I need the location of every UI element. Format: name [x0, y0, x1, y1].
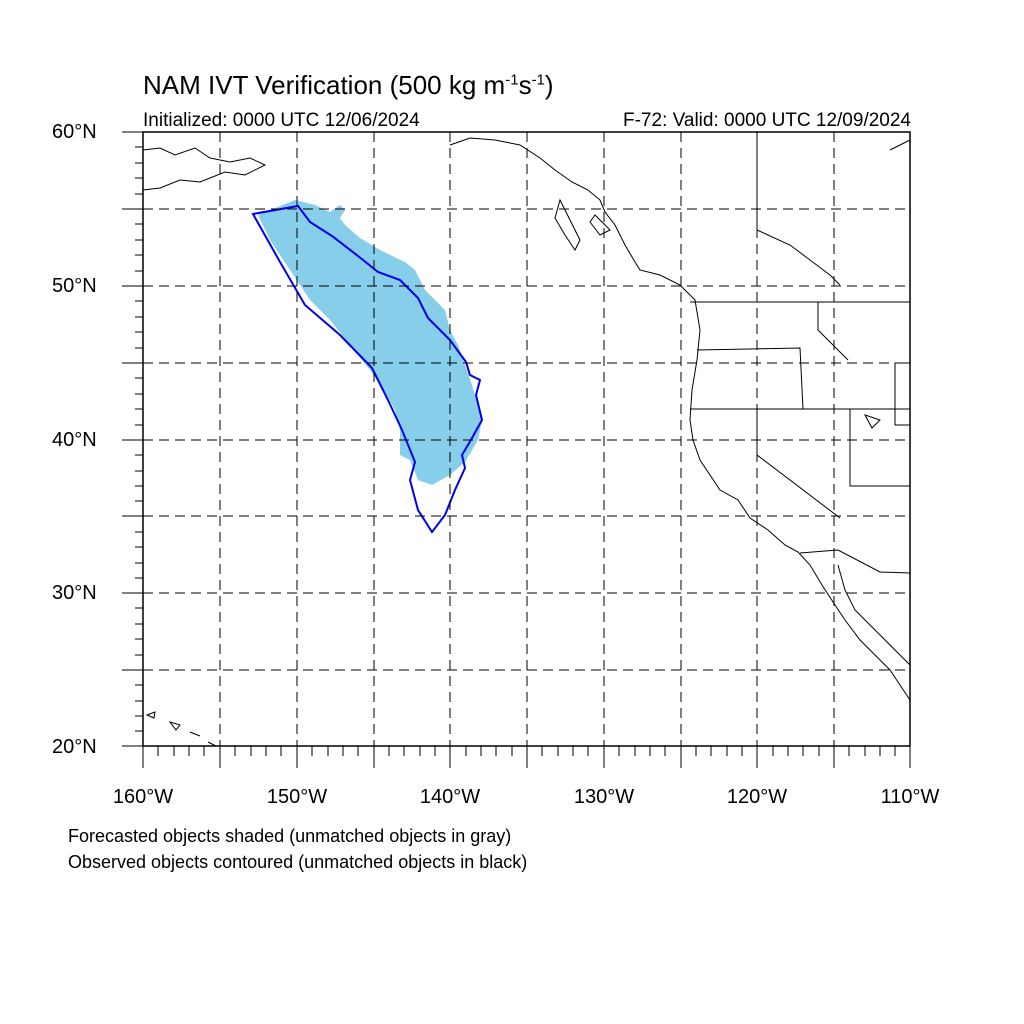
- lon-label-110w: 110°W: [880, 786, 940, 808]
- initialized-label: Initialized: 0000 UTC 12/06/2024: [143, 110, 420, 131]
- tick-marks: [122, 131, 911, 768]
- forecast-object: [258, 200, 482, 485]
- lon-label-140w: 140°W: [419, 786, 481, 808]
- grid-lines: [143, 132, 910, 746]
- lat-label-40n: 40°N: [52, 429, 97, 451]
- lat-label-30n: 30°N: [52, 582, 97, 604]
- observed-object-contour: [251, 204, 484, 534]
- valid-label: F-72: Valid: 0000 UTC 12/09/2024: [623, 110, 911, 131]
- lon-label-120w: 120°W: [726, 786, 788, 808]
- chart-title: NAM IVT Verification (500 kg m-1s-1): [143, 70, 554, 100]
- coastlines: [142, 137, 911, 747]
- lat-label-60n: 60°N: [52, 121, 97, 143]
- lon-label-150w: 150°W: [266, 786, 328, 808]
- legend-observed-note: Observed objects contoured (unmatched ob…: [68, 852, 528, 872]
- lon-label-160w: 160°W: [112, 786, 174, 808]
- legend-forecast-note: Forecasted objects shaded (unmatched obj…: [68, 826, 512, 846]
- minor-ticks: [135, 146, 896, 756]
- political-borders: [690, 132, 911, 574]
- lon-label-130w: 130°W: [573, 786, 635, 808]
- lat-label-20n: 20°N: [52, 736, 97, 758]
- lat-label-50n: 50°N: [52, 275, 97, 297]
